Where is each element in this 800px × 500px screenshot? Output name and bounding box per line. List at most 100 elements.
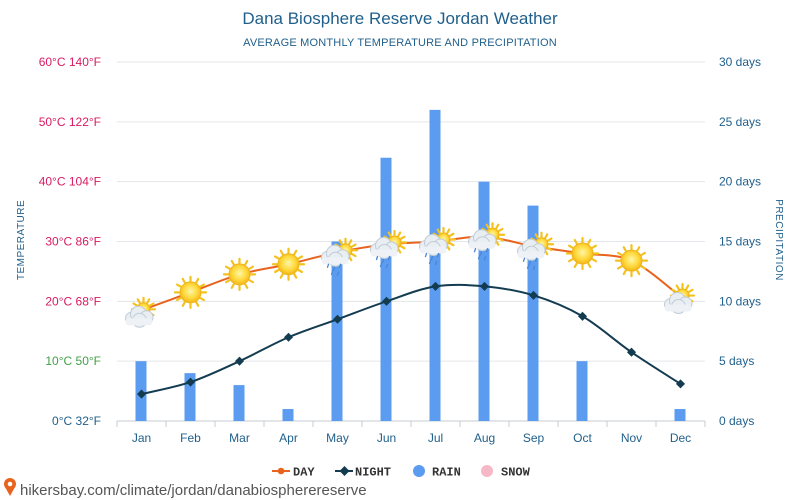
sun-ray [175,283,182,288]
sun-ray [685,284,690,291]
night-series [136,281,686,399]
rain-drop [387,255,391,261]
sun-cloud-icon [664,282,696,315]
rain-bar [184,373,196,421]
rain-bar [576,361,588,421]
rain-drop [330,270,334,275]
left-tick-label: 20°C 68°F [45,294,101,308]
legend-item-day[interactable]: DAY [272,466,315,480]
sun-ray [293,249,298,256]
rain-bar [674,409,686,421]
x-axis: Jan Feb Mar Apr May Jun Jul Aug Sep Oct Nov Dec [132,431,691,445]
legend-night-marker [339,466,350,476]
sun-rays [614,244,649,278]
left-tick-label: 30°C 86°F [45,235,101,249]
source-link[interactable]: hikersbay.com/climate/jordan/danabiosphe… [4,478,367,499]
rain-drop [522,257,526,262]
cloud-base [370,249,398,257]
sun-rays [565,236,600,271]
sun-ray [622,269,627,276]
sun-ray [587,262,592,268]
rain-bars [135,109,686,421]
rain-drop [430,255,434,261]
cloud-base [125,318,153,326]
sun-ray [497,227,504,233]
rain-bar [380,157,392,421]
legend-item-rain[interactable]: RAIN [413,465,461,480]
rain-bar [478,181,490,421]
sun-disc [277,253,300,276]
left-tick-label: 10°C 50°F [45,354,101,368]
sun-ray [495,240,500,246]
month-label: Sep [523,431,545,445]
sun-ray [199,297,206,302]
right-tick-label: 30 days [719,55,761,69]
rain-drop [532,265,536,270]
sun-ray [279,273,284,279]
sun-ray [195,301,200,307]
month-label: Aug [474,431,495,445]
sun-ray [244,283,249,289]
sun-ray [297,268,304,274]
grid [116,61,706,427]
month-label: Oct [573,431,592,445]
rain-drop [485,248,489,253]
rain-drop [434,260,438,266]
legend-rain-marker [413,465,425,477]
rain-drop [436,252,440,258]
sun-ray [230,283,235,289]
sun-ray [181,301,186,307]
rain-drop [483,256,487,261]
left-tick-label: 0°C 32°F [52,414,101,428]
sun-ray [448,242,455,247]
legend-label: DAY [293,466,315,480]
rain-drop [336,271,340,276]
rain-drop [326,263,330,268]
sun-cloud-rain-icon [321,237,359,276]
sun-ray [616,265,623,270]
right-axis: 30 days 25 days 20 days 15 days 10 days 5 day… [719,55,761,428]
night-point [577,311,588,321]
cloud-shape [664,292,693,315]
right-tick-label: 10 days [719,294,761,308]
sun-ray [248,279,255,284]
rain-bar [282,409,294,421]
sun-icon [222,257,257,292]
legend-item-snow[interactable]: SNOW [481,465,531,480]
left-axis-title: TEMPERATURE [16,200,27,280]
rain-drop [473,248,477,253]
night-point [283,332,294,342]
sun-ray [148,302,155,307]
night-line [141,283,682,396]
day-line [141,235,682,312]
sun-ray [622,246,627,252]
month-label: May [326,431,349,445]
sun-ray [544,249,549,256]
night-point [185,377,196,387]
legend: DAY NIGHT RAIN SNOW [272,465,531,480]
cloud-base [321,257,349,265]
sun-ray [397,247,402,254]
sun-ray [640,251,647,256]
legend-item-night[interactable]: NIGHT [335,466,391,480]
month-label: Apr [279,431,298,445]
sun-ray [387,231,392,238]
left-tick-label: 40°C 104°F [39,175,101,189]
sun-ray [293,273,298,279]
sun-ray [199,283,206,288]
month-label: Feb [180,431,201,445]
sun-ray [397,231,402,238]
rain-drop [375,255,379,261]
rain-bar [429,109,441,421]
rain-bar [331,241,343,421]
sun-ray [399,245,406,250]
sun-ray [587,238,592,245]
sun-cloud-rain-icon [517,231,555,270]
month-label: Mar [229,431,250,445]
cloud-shape [517,238,546,261]
cloud-shape [468,229,497,252]
legend-label: NIGHT [355,466,391,480]
rain-drop [479,251,483,256]
legend-label: SNOW [501,466,531,480]
right-tick-label: 5 days [719,354,754,368]
